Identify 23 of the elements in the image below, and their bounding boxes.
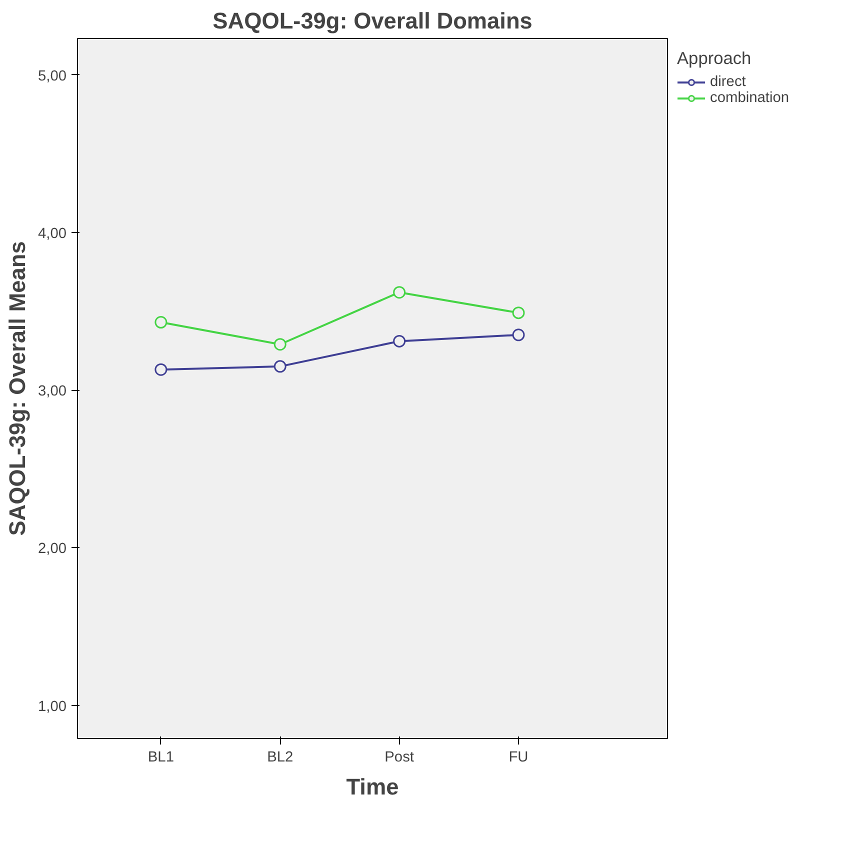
point — [393, 334, 406, 348]
point — [274, 338, 286, 351]
point — [154, 316, 168, 329]
x-tick-label: BL2 — [267, 750, 294, 766]
y-axis-title: SAQOL-39g: Overall Means — [4, 241, 30, 536]
point — [512, 328, 525, 342]
x-tick-label: BL1 — [148, 750, 174, 766]
x-tick-label: FU — [508, 750, 528, 766]
point — [393, 286, 406, 299]
x-axis-title: Time — [346, 774, 399, 800]
y-tick-label: 2,00 — [38, 541, 67, 558]
x-tick-label: Post — [384, 750, 414, 766]
legend-title: Approach — [677, 48, 752, 69]
legend-label: combination — [710, 90, 790, 106]
chart-title: SAQOL-39g: Overall Domains — [212, 8, 532, 34]
y-tick-label: 1,00 — [38, 698, 67, 715]
y-tick-label: 3,00 — [38, 384, 67, 400]
legend-label: direct — [710, 74, 746, 90]
point — [274, 360, 286, 373]
y-tick-label: 4,00 — [38, 226, 67, 242]
point — [154, 363, 168, 376]
point — [512, 306, 525, 320]
y-tick-label: 5,00 — [38, 68, 67, 84]
